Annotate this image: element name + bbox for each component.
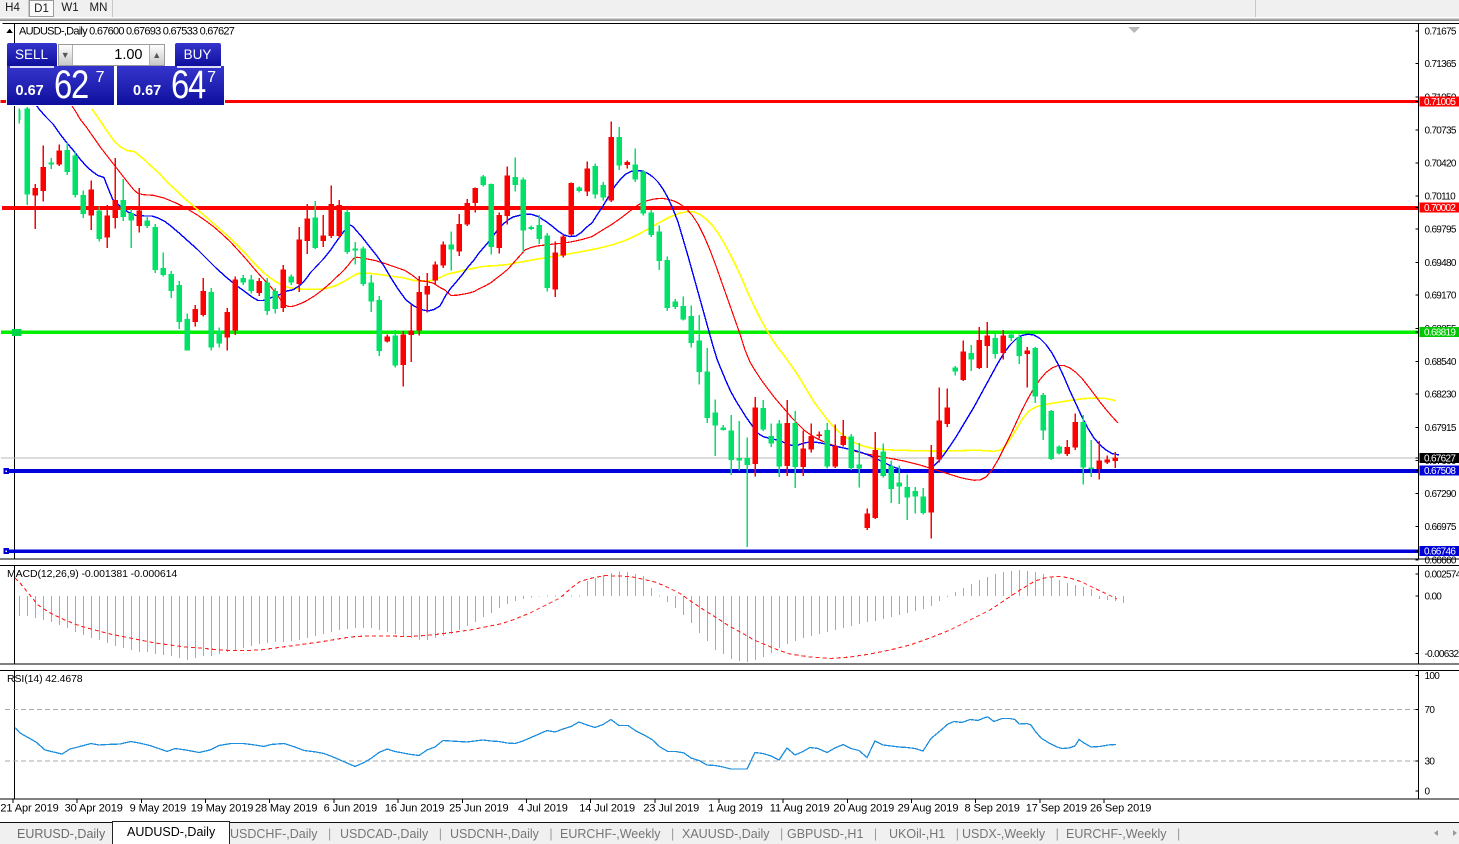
- svg-text:8 Sep 2019: 8 Sep 2019: [965, 803, 1020, 815]
- svg-text:0.68540: 0.68540: [1425, 357, 1457, 368]
- svg-text:-0.006326: -0.006326: [1425, 649, 1459, 660]
- svg-text:0.71005: 0.71005: [1424, 97, 1456, 108]
- svg-text:4 Jul 2019: 4 Jul 2019: [518, 803, 568, 815]
- svg-text:11 Aug 2019: 11 Aug 2019: [770, 803, 830, 815]
- svg-text:25 Jun 2019: 25 Jun 2019: [449, 803, 508, 815]
- svg-text:100: 100: [1425, 671, 1441, 682]
- svg-text:0.67915: 0.67915: [1425, 423, 1457, 434]
- svg-text:19 May 2019: 19 May 2019: [191, 803, 254, 815]
- svg-text:0.66660: 0.66660: [1425, 555, 1457, 566]
- svg-text:0.68230: 0.68230: [1425, 390, 1457, 401]
- svg-text:0.69795: 0.69795: [1425, 225, 1457, 236]
- svg-text:0.70735: 0.70735: [1425, 126, 1457, 137]
- svg-text:17 Sep 2019: 17 Sep 2019: [1026, 803, 1087, 815]
- svg-text:AUDUSD-,Daily 0.67600 0.67693: AUDUSD-,Daily 0.67600 0.67693 0.67533 0.…: [19, 26, 235, 38]
- svg-text:0.68819: 0.68819: [1424, 328, 1456, 339]
- svg-text:0.70420: 0.70420: [1425, 159, 1457, 170]
- svg-text:0.71365: 0.71365: [1425, 59, 1457, 70]
- svg-text:0.002574: 0.002574: [1425, 570, 1459, 581]
- svg-text:0.70110: 0.70110: [1425, 191, 1457, 202]
- svg-text:0.00: 0.00: [1425, 592, 1443, 603]
- svg-text:29 Aug 2019: 29 Aug 2019: [898, 803, 959, 815]
- svg-text:30 Apr 2019: 30 Apr 2019: [65, 803, 123, 815]
- svg-text:23 Jul 2019: 23 Jul 2019: [643, 803, 699, 815]
- svg-text:0.69170: 0.69170: [1425, 291, 1457, 302]
- svg-text:0.70002: 0.70002: [1424, 203, 1456, 214]
- svg-text:0.67290: 0.67290: [1425, 489, 1457, 500]
- svg-text:26 Sep 2019: 26 Sep 2019: [1090, 803, 1151, 815]
- svg-text:16 Jun 2019: 16 Jun 2019: [385, 803, 444, 815]
- svg-text:20 Aug 2019: 20 Aug 2019: [833, 803, 894, 815]
- svg-text:1 Aug 2019: 1 Aug 2019: [708, 803, 763, 815]
- svg-text:0.69480: 0.69480: [1425, 258, 1457, 269]
- svg-text:0.71675: 0.71675: [1425, 26, 1457, 37]
- svg-text:28 May 2019: 28 May 2019: [255, 803, 318, 815]
- svg-text:0.66975: 0.66975: [1425, 522, 1457, 533]
- svg-text:30: 30: [1425, 757, 1436, 768]
- svg-text:6 Jun 2019: 6 Jun 2019: [324, 803, 377, 815]
- svg-text:0.66746: 0.66746: [1424, 546, 1456, 557]
- svg-text:0.67508: 0.67508: [1424, 466, 1456, 477]
- svg-text:70: 70: [1425, 705, 1436, 716]
- svg-text:0: 0: [1425, 787, 1431, 798]
- svg-text:0.67627: 0.67627: [1424, 453, 1456, 464]
- svg-text:21 Apr 2019: 21 Apr 2019: [0, 803, 58, 815]
- svg-text:9 May 2019: 9 May 2019: [130, 803, 186, 815]
- svg-text:14 Jul 2019: 14 Jul 2019: [579, 803, 635, 815]
